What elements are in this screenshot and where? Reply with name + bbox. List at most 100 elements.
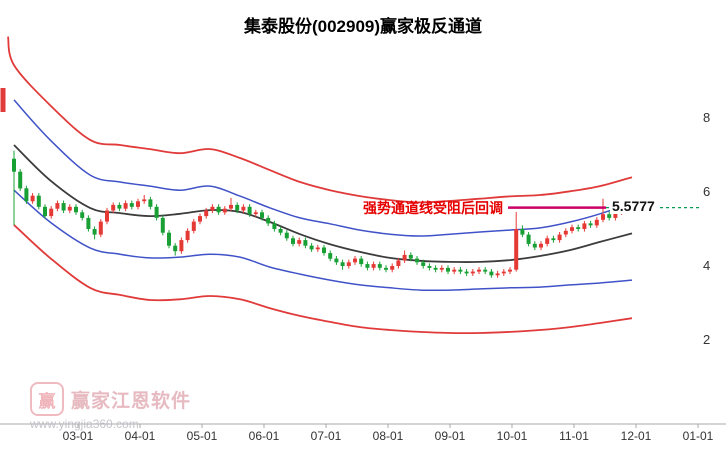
candle-body <box>266 217 271 224</box>
candle-body <box>563 230 568 235</box>
candle <box>452 267 457 275</box>
watermark: 赢 赢家江恩软件 www.yingjia360.com <box>30 382 191 431</box>
upper-inner-blue-line <box>13 99 633 237</box>
candle-body <box>384 267 388 270</box>
candle-body <box>520 229 525 235</box>
candle <box>67 204 72 214</box>
candle-body <box>545 238 550 244</box>
candle-body <box>489 271 494 276</box>
candle-body <box>439 267 444 270</box>
candle <box>24 185 29 204</box>
candle-body <box>191 221 196 231</box>
candle-body <box>173 245 178 252</box>
candle-body <box>309 245 314 250</box>
x-axis-label: 10-01 <box>496 429 528 443</box>
candle-body <box>74 206 78 213</box>
candle <box>129 200 134 210</box>
candle <box>272 220 277 232</box>
candle <box>198 213 202 225</box>
candle-body <box>576 227 581 229</box>
candle <box>235 202 240 214</box>
candle <box>433 265 438 273</box>
candle <box>501 269 506 276</box>
candle-body <box>464 271 469 274</box>
candle-body <box>111 204 116 211</box>
candle-body <box>588 223 593 226</box>
candle <box>322 244 326 256</box>
candle-body <box>291 238 295 244</box>
candle <box>61 200 66 214</box>
candle-body <box>408 254 413 259</box>
candle-body <box>452 269 457 272</box>
candle <box>49 206 54 219</box>
candle <box>241 204 246 214</box>
candle-body <box>92 229 97 235</box>
candle-body <box>154 206 159 218</box>
candle-body <box>377 264 382 268</box>
candle <box>136 198 140 210</box>
candle-body <box>123 203 128 209</box>
candle <box>334 256 339 265</box>
candle-body <box>340 262 345 266</box>
candle-body <box>36 195 41 207</box>
candle <box>551 235 556 243</box>
candle-body <box>117 204 122 209</box>
candle-body <box>322 247 326 254</box>
candle-body <box>61 203 66 211</box>
candle <box>18 169 23 191</box>
x-axis-label: 05-01 <box>186 429 218 443</box>
candle-body <box>142 199 147 202</box>
candle <box>458 267 463 275</box>
candle <box>607 211 612 221</box>
brand-logo-glyph: 赢 <box>38 391 56 411</box>
candle <box>396 257 401 269</box>
candle-body <box>272 223 277 229</box>
candle <box>167 230 171 249</box>
candle <box>55 200 60 212</box>
candle-body <box>43 206 47 217</box>
candle-body <box>49 208 54 217</box>
candle-body <box>55 203 60 209</box>
candle-body <box>483 269 488 272</box>
candle <box>185 228 190 243</box>
channel-lines <box>7 36 633 335</box>
candle-body <box>446 267 450 272</box>
candle <box>284 230 289 241</box>
candle <box>291 235 295 247</box>
candle-body <box>477 269 481 272</box>
candle <box>483 267 488 275</box>
y-axis-label: 4 <box>703 258 711 273</box>
candle <box>204 207 209 219</box>
candle <box>365 261 370 271</box>
annotation-callout-text: 强势通道线受阻后回调 <box>363 199 503 216</box>
candlesticks <box>12 150 630 278</box>
candle <box>594 217 599 228</box>
y-axis-label: 6 <box>703 184 711 199</box>
candle <box>520 225 525 238</box>
candle-body <box>371 264 376 268</box>
y-axis-label: 8 <box>703 110 711 125</box>
candle-body <box>551 238 556 241</box>
candle <box>123 200 128 212</box>
candle <box>160 215 165 236</box>
y-axis-label: 2 <box>703 332 711 347</box>
candle-body <box>458 269 463 272</box>
candle <box>346 259 351 269</box>
candle <box>489 269 494 278</box>
upper-outer-red-line <box>7 36 633 204</box>
candle <box>74 204 78 215</box>
candle-body <box>328 253 333 259</box>
candle-body <box>470 271 475 274</box>
candle-body <box>136 201 140 207</box>
candle-body <box>160 217 165 233</box>
candle <box>328 250 333 262</box>
candle-body <box>390 266 395 270</box>
candle-body <box>514 229 519 270</box>
candle-body <box>359 258 364 265</box>
candle-body <box>278 229 283 233</box>
x-axis-label: 04-01 <box>124 429 156 443</box>
candle-body <box>148 199 153 207</box>
candle <box>470 269 475 276</box>
candle-body <box>229 204 233 209</box>
candle-body <box>235 204 240 211</box>
